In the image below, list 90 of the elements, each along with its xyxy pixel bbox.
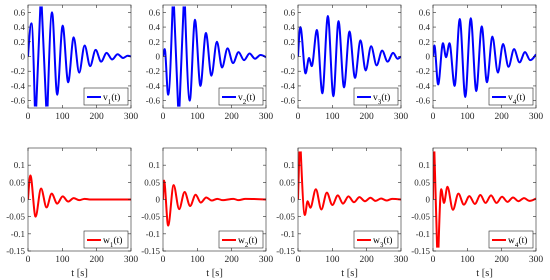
x-tick-label: 200 (224, 112, 240, 122)
y-tick-label: -0.15 (276, 246, 296, 256)
legend-label: w$_{4}$(t) (508, 236, 528, 249)
y-tick-label: 0.6 (418, 7, 430, 18)
x-tick-label: 300 (394, 255, 408, 265)
y-tick-label: 0.1 (148, 160, 160, 170)
y-tick-label: -0.2 (146, 66, 160, 76)
x-tick-label: 100 (55, 112, 70, 122)
y-tick-label: -0.05 (6, 212, 26, 222)
x-tick-label: 200 (360, 112, 374, 122)
y-tick-label: -0.6 (146, 96, 160, 106)
y-tick-label: -0.4 (146, 80, 160, 91)
y-tick-label: 0.6 (148, 7, 160, 18)
y-tick-label: 0 (20, 194, 26, 204)
y-tick-label: 0 (290, 52, 296, 62)
legend-label: v$_{2}$(t) (238, 93, 256, 106)
x-tick-label: 100 (325, 255, 340, 265)
y-tick-label: -0.6 (416, 96, 430, 106)
x-tick-label: 300 (528, 255, 544, 265)
y-tick-label: 0.05 (9, 177, 26, 188)
x-axis-title: t [s] (71, 268, 88, 279)
y-tick-label: 0.6 (14, 7, 26, 18)
x-tick-label: 300 (258, 112, 274, 122)
y-tick-label: 0.05 (144, 177, 160, 188)
y-tick-label: 0.4 (148, 22, 160, 32)
x-tick-label: 100 (325, 112, 340, 122)
y-tick-label: -0.2 (280, 66, 295, 76)
y-tick-label: -0.1 (280, 228, 295, 239)
y-tick-label: 0.2 (284, 36, 295, 47)
y-tick-label: -0.15 (141, 246, 160, 256)
legend-label: w$_{1}$(t) (103, 236, 122, 249)
y-tick-label: 0.4 (418, 22, 430, 32)
x-tick-label: 300 (258, 255, 274, 265)
x-tick-label: 100 (460, 112, 475, 122)
y-tick-label: 0 (20, 52, 26, 62)
y-tick-label: 0.1 (284, 160, 295, 170)
y-tick-label: 0 (426, 194, 430, 204)
y-tick-label: 0 (426, 52, 430, 62)
x-tick-label: 300 (124, 255, 138, 265)
y-tick-label: -0.2 (416, 66, 430, 76)
x-tick-label: 200 (90, 112, 104, 122)
y-tick-label: 0 (156, 52, 160, 62)
y-tick-label: -0.4 (280, 80, 296, 91)
x-tick-label: 300 (124, 112, 138, 122)
y-tick-label: -0.05 (276, 212, 296, 222)
legend-label: w$_{2}$(t) (238, 236, 258, 249)
x-axis-title: t [s] (206, 268, 223, 279)
y-tick-label: -0.2 (10, 66, 25, 76)
x-tick-label: 200 (224, 255, 240, 265)
x-axis-title: t [s] (476, 268, 493, 279)
x-tick-label: 300 (394, 112, 408, 122)
y-tick-label: -0.15 (411, 246, 430, 256)
y-tick-label: 0.2 (148, 36, 160, 47)
x-tick-label: 100 (190, 255, 205, 265)
y-tick-label: 0.05 (414, 177, 430, 188)
x-tick-label: 300 (528, 112, 544, 122)
x-tick-label: 100 (190, 112, 205, 122)
y-tick-label: 0.05 (279, 177, 296, 188)
x-tick-label: 100 (460, 255, 475, 265)
legend-label: w$_{3}$(t) (373, 236, 392, 249)
x-tick-label: 200 (494, 255, 510, 265)
legend-label: v$_{4}$(t) (508, 93, 526, 106)
x-tick-label: 200 (360, 255, 374, 265)
y-tick-label: -0.05 (141, 212, 160, 222)
x-tick-label: 200 (90, 255, 104, 265)
y-tick-label: -0.4 (416, 80, 430, 91)
legend-label: v$_{3}$(t) (373, 93, 390, 106)
x-axis-title: t [s] (341, 268, 358, 279)
y-tick-label: -0.6 (280, 96, 296, 106)
legend-label: v$_{1}$(t) (103, 93, 120, 106)
y-tick-label: 0 (156, 194, 160, 204)
y-tick-label: -0.05 (411, 212, 430, 222)
y-tick-label: -0.1 (416, 228, 430, 239)
y-tick-label: 0.6 (284, 7, 296, 18)
y-tick-label: -0.4 (10, 80, 26, 91)
x-tick-label: 100 (55, 255, 70, 265)
y-tick-label: 0.4 (14, 22, 26, 32)
y-tick-label: -0.1 (10, 228, 25, 239)
y-tick-label: 0 (290, 194, 296, 204)
y-tick-label: -0.15 (6, 246, 26, 256)
y-tick-label: 0.2 (418, 36, 430, 47)
y-tick-label: -0.1 (146, 228, 160, 239)
y-tick-label: 0.1 (418, 160, 430, 170)
y-tick-label: 0.4 (284, 22, 296, 32)
line-series (28, 174, 131, 218)
y-tick-label: 0.1 (14, 160, 25, 170)
x-tick-label: 200 (494, 112, 510, 122)
y-tick-label: 0.2 (14, 36, 25, 47)
y-tick-label: -0.6 (10, 96, 26, 106)
line-series (163, 180, 266, 227)
